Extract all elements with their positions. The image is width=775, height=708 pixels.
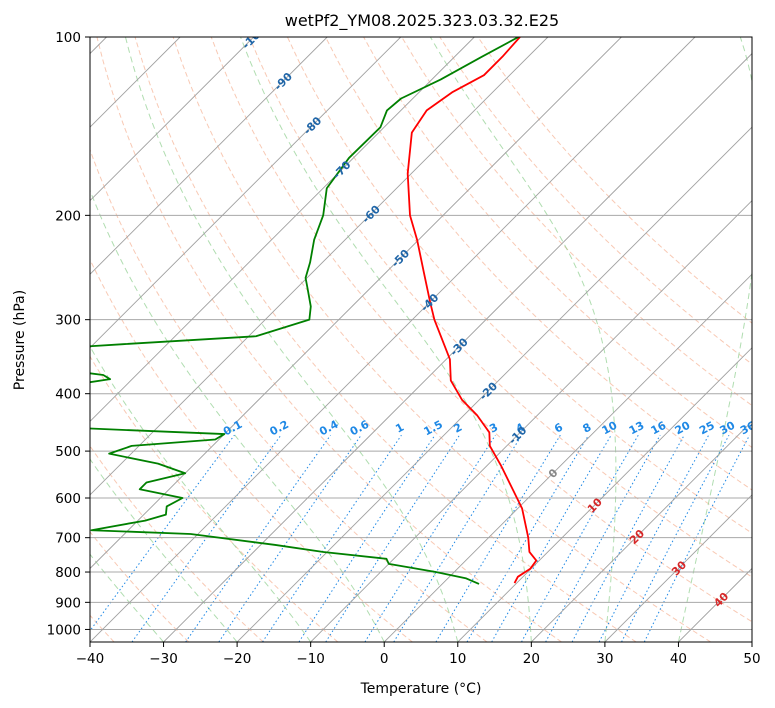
y-tick-label: 600 [55,491,81,507]
mixing-ratio-line [364,434,496,642]
y-tick-label: 700 [55,531,81,547]
mixing-ratio-line [218,434,362,642]
mixing-ratio-label: 16 [649,419,669,438]
isotherm [163,52,752,642]
moist-adiabat [429,37,617,642]
dry-adiabat [477,37,752,324]
dry-adiabat [248,37,752,578]
isotherm [90,37,254,202]
mixing-ratio-label: 30 [718,419,738,438]
moist-adiabat [677,37,752,642]
mixing-ratio-line [621,434,730,642]
y-axis-label: Pressure (hPa) [12,290,28,390]
mixing-ratio-line [545,434,661,642]
y-tick-label: 500 [55,444,81,460]
moist-adiabat [240,37,532,642]
dry-adiabat [90,148,488,642]
dry-adiabat [134,37,637,642]
dry-adiabat [96,37,562,642]
isotherm [383,273,752,642]
mixing-ratio-label: 25 [697,419,717,438]
x-axis-label: Temperature (°C) [360,681,482,697]
isotherms [90,37,752,642]
mixing-ratio-line [185,434,331,642]
plot-frame [89,36,753,643]
x-tick-label: −20 [223,651,252,667]
mixing-ratio-line [90,434,235,632]
y-tick-label: 100 [55,30,81,46]
y-tick-label: 900 [55,595,81,611]
moist-adiabat [124,37,459,642]
y-tick-label: 300 [55,313,81,329]
mixing-ratio-label: 10 [600,419,620,438]
dry-adiabat [325,37,752,491]
pressure-gridlines [90,37,752,630]
x-tick-label: −10 [296,651,325,667]
x-tick-label: 0 [380,651,389,667]
isotherm [90,37,549,496]
mixing-ratio-label: 13 [627,419,647,438]
x-tick-label: 10 [449,651,466,667]
y-tick-label: 1000 [47,622,81,638]
moist-adiabat [90,553,164,642]
dry-adiabat [90,355,339,642]
y-axis-ticks: 1000 900 800 700 600 500 400 300 200 100 [47,30,90,638]
moist-adiabat [90,188,385,642]
dewpoint-line [90,37,519,585]
mixing-ratio-line [491,434,612,642]
mixing-ratio-line [521,434,639,642]
dry-adiabats [90,37,752,642]
temperature-line [406,37,538,584]
isotherm [531,420,752,642]
plot-area: 0.1 0.2 0.4 0.6 1 1.5 2 3 4 6 8 10 13 16 20 25 30 36-100-… [90,37,758,642]
x-tick-label: 40 [670,651,687,667]
mixing-ratio-line [571,434,685,642]
dry-adiabat [90,531,190,642]
dry-adiabat [90,445,264,642]
y-tick-label: 400 [55,387,81,403]
isotherm [457,347,752,642]
isotherm [90,37,622,570]
isotherm [310,200,752,642]
mixing-ratio-label: 20 [673,419,693,438]
mixing-ratio-line [435,434,561,642]
x-tick-label: 50 [743,651,760,667]
mixing-ratio-line [325,434,460,642]
x-tick-label: 30 [596,651,613,667]
isotherm [90,37,402,349]
x-tick-label: −40 [76,651,105,667]
isotherm [90,37,696,642]
x-axis-ticks: −40 −30 −20 −10 0 10 20 30 40 50 [76,642,761,667]
x-tick-label: 20 [523,651,540,667]
chart-title: wetPf2_YM08.2025.323.03.32.E25 [285,11,559,31]
profile-series [90,37,538,585]
isotherm [236,126,752,642]
x-tick-label: −30 [149,651,178,667]
dry-adiabat [172,37,712,642]
y-tick-label: 800 [55,565,81,581]
dry-adiabat [401,37,752,407]
y-tick-label: 200 [55,208,81,224]
mixing-ratio-label: 36 [738,419,758,438]
mixing-ratio-line [466,434,590,642]
mixing-ratio-line [643,434,751,642]
isotherm [604,494,752,642]
moist-adiabat [90,458,238,642]
dry-adiabat [210,37,752,623]
isotherm [90,37,328,275]
isotherm [90,37,475,422]
